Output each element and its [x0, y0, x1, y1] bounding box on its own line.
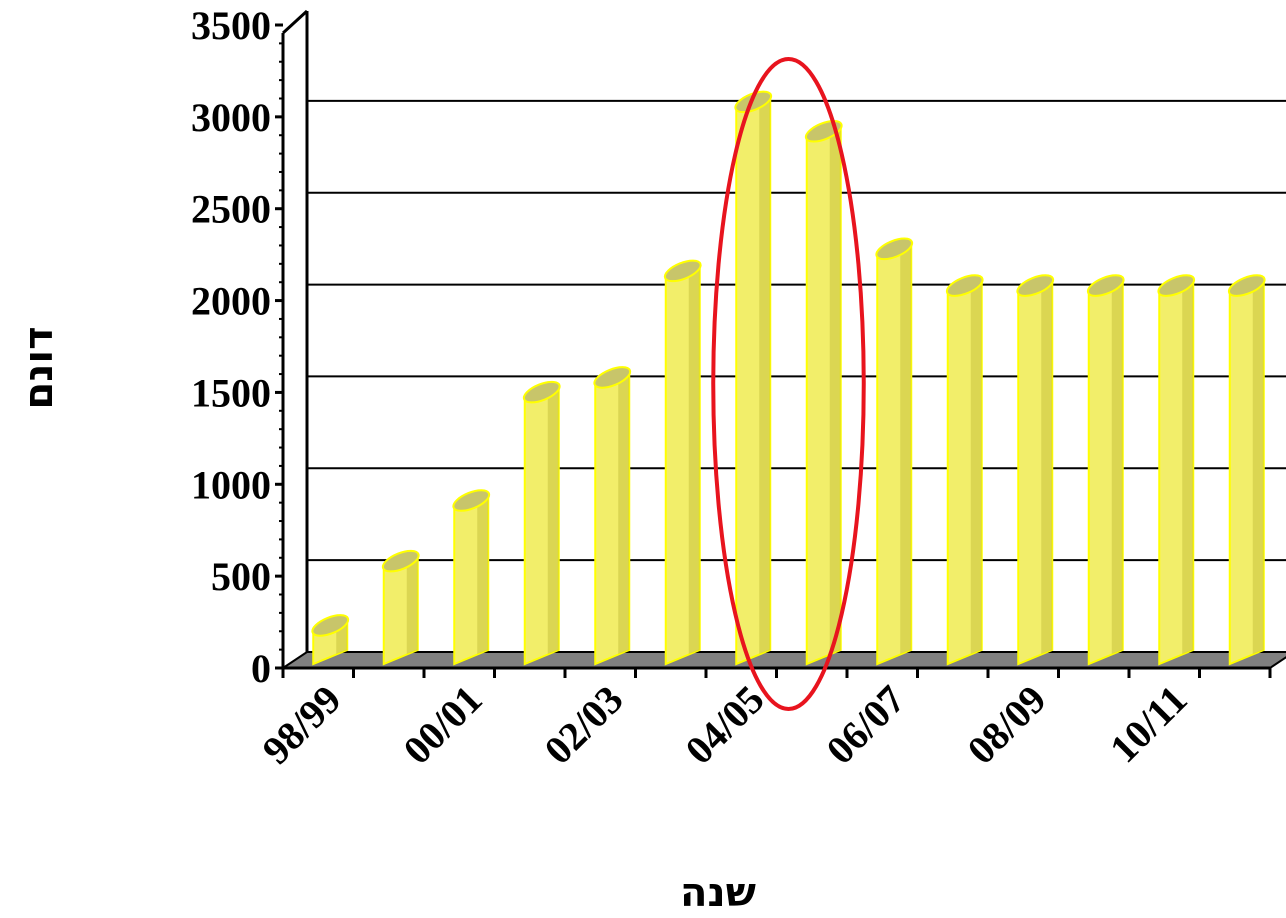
- bar-cap: [381, 549, 420, 573]
- bar: [804, 119, 843, 666]
- highlight-ellipse: [711, 57, 866, 711]
- bar: [381, 549, 420, 666]
- bar-cap: [1157, 274, 1196, 297]
- bar-cap: [875, 237, 914, 261]
- bar: [734, 90, 773, 666]
- bar-shade: [1111, 278, 1123, 654]
- y-tick-label: 3000: [191, 95, 271, 140]
- x-tick-label: 00/01: [394, 677, 490, 773]
- x-axis-title: שנה: [680, 870, 756, 916]
- bar: [452, 489, 491, 666]
- bar-cap: [1227, 274, 1266, 297]
- highlight-group: [711, 57, 866, 711]
- y-tick-label: 1000: [191, 462, 271, 507]
- bar: [522, 380, 561, 666]
- y-tick-label: 0: [251, 646, 271, 691]
- x-tick-label: 06/07: [817, 677, 913, 773]
- bar-shade: [1182, 278, 1194, 654]
- y-tick-label: 1500: [191, 370, 271, 415]
- y-tick-label: 3500: [191, 3, 271, 48]
- bar-shade: [547, 385, 559, 654]
- bar-shade: [759, 94, 771, 655]
- top-depth-edge: [281, 9, 309, 35]
- bar: [663, 259, 702, 666]
- bar: [1227, 274, 1266, 666]
- bar: [945, 274, 984, 666]
- y-tick-label: 2000: [191, 279, 271, 324]
- x-tick-label: 02/03: [535, 677, 631, 773]
- bar-cap: [1016, 274, 1055, 297]
- bar-shade: [688, 263, 700, 654]
- x-tick-label: 04/05: [676, 677, 772, 773]
- bar: [1086, 274, 1125, 666]
- bar-shade: [1252, 278, 1264, 654]
- x-tick-label: 08/09: [958, 677, 1054, 773]
- bar-cap: [522, 380, 561, 404]
- gridlines: [307, 99, 1286, 562]
- bar: [311, 614, 350, 666]
- axes: [275, 9, 1286, 678]
- y-axis-title: דונם: [16, 326, 62, 409]
- bar: [1157, 274, 1196, 666]
- bar-shade: [477, 493, 489, 654]
- bar-cap: [1086, 274, 1125, 297]
- bar-cap: [945, 274, 984, 297]
- bar-shade: [406, 554, 418, 654]
- bar-cap: [593, 366, 632, 389]
- bar-shade: [900, 241, 912, 655]
- bar-shade: [1041, 278, 1053, 654]
- bar-cap: [452, 489, 491, 512]
- bar-shade: [618, 370, 630, 654]
- y-tick-label: 500: [211, 554, 271, 599]
- bar: [1016, 274, 1055, 666]
- bar-shade: [829, 124, 841, 655]
- x-tick-label: 10/11: [1101, 677, 1196, 772]
- bar-cap: [663, 259, 702, 283]
- chart-floor: [279, 651, 1286, 669]
- bar: [875, 237, 914, 666]
- bar: [593, 366, 632, 666]
- bar-cap: [311, 614, 350, 637]
- bars: [311, 90, 1266, 666]
- y-tick-label: 2500: [191, 187, 271, 232]
- bar-shade: [970, 278, 982, 654]
